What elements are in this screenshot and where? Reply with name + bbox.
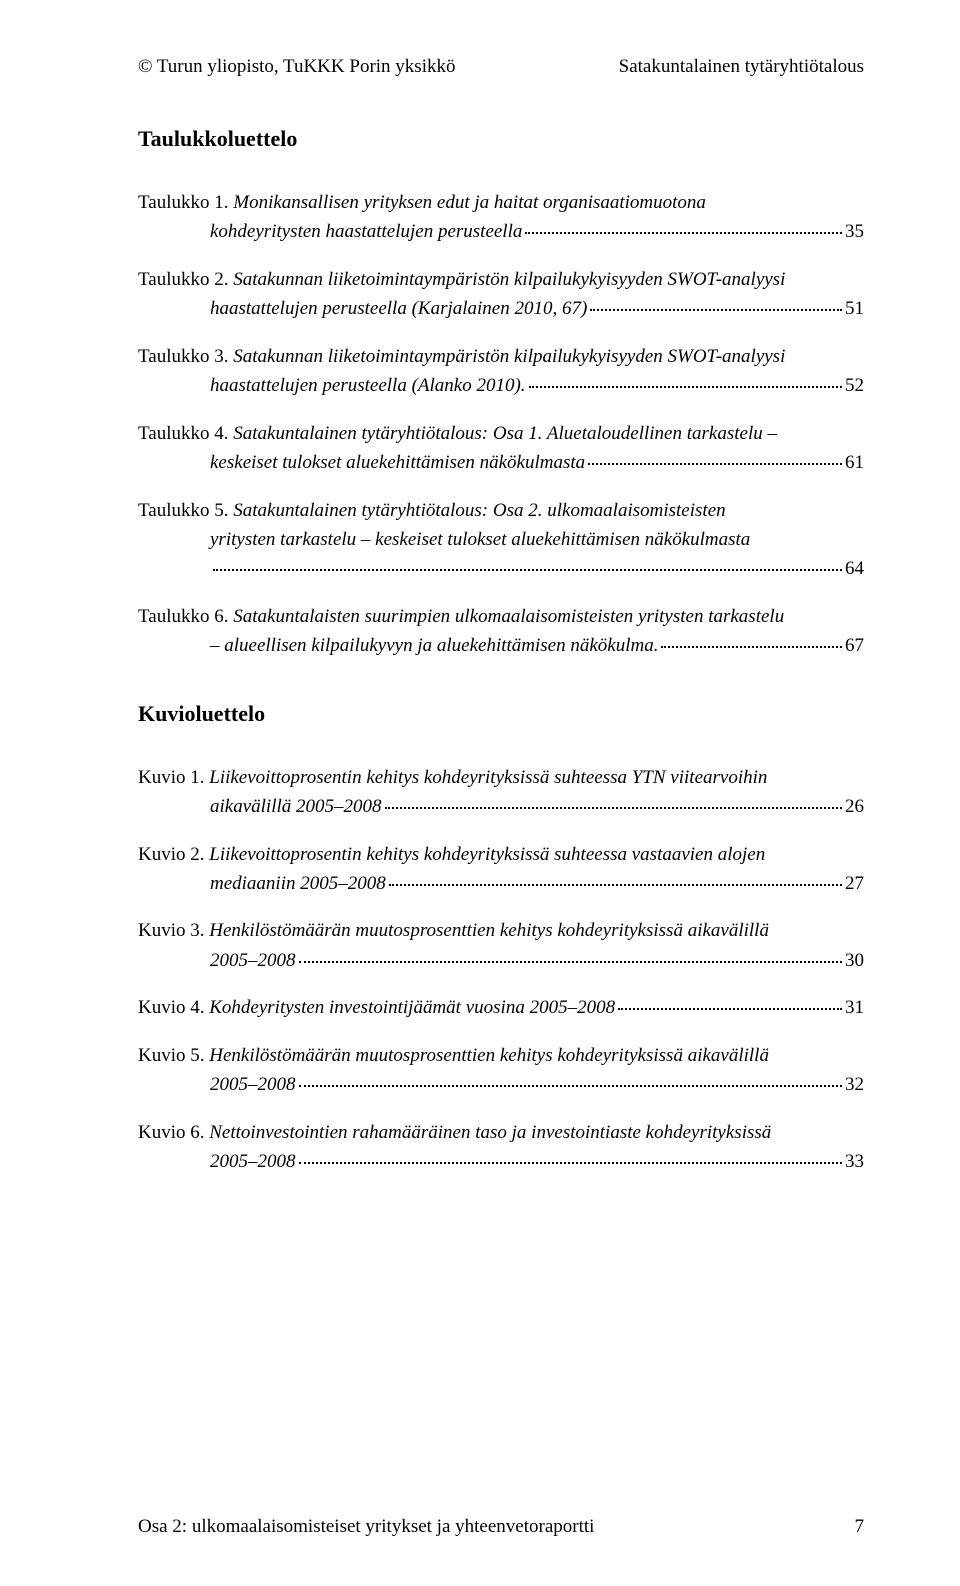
toc-leader-dots <box>588 463 842 465</box>
toc-desc-cont: aikavälillä 2005–2008 <box>210 792 382 821</box>
toc-label: Taulukko 3. <box>138 346 229 367</box>
toc-page-number: 32 <box>845 1070 864 1099</box>
toc-entry-figure-4: Kuvio 4. Kohdeyritysten investointijäämä… <box>138 993 864 1022</box>
toc-desc: Nettoinvestointien rahamääräinen taso ja… <box>209 1122 771 1143</box>
footer-left: Osa 2: ulkomaalaisomisteiset yritykset j… <box>138 1516 594 1538</box>
toc-label: Taulukko 5. <box>138 500 229 521</box>
toc-label: Taulukko 4. <box>138 423 229 444</box>
toc-entry-table-6: Taulukko 6. Satakuntalaisten suurimpien … <box>138 602 864 661</box>
toc-label: Taulukko 1. <box>138 192 229 213</box>
toc-page-number: 61 <box>845 448 864 477</box>
toc-page-number: 52 <box>845 371 864 400</box>
toc-entry-figure-2: Kuvio 2. Liikevoittoprosentin kehitys ko… <box>138 840 864 899</box>
toc-label: Taulukko 6. <box>138 606 229 627</box>
toc-leader-dots <box>299 1162 843 1164</box>
toc-leader-dots <box>618 1008 842 1010</box>
toc-desc: Monikansallisen yrityksen edut ja haitat… <box>233 192 706 213</box>
toc-desc-cont: 2005–2008 <box>210 1070 296 1099</box>
toc-desc: Henkilöstömäärän muutosprosenttien kehit… <box>209 1045 769 1066</box>
tables-section-title: Taulukkoluettelo <box>138 126 864 152</box>
toc-leader-dots <box>389 884 842 886</box>
toc-page-number: 35 <box>845 217 864 246</box>
toc-page-number: 33 <box>845 1147 864 1176</box>
toc-leader-dots <box>661 646 842 648</box>
toc-leader-dots <box>213 569 842 571</box>
toc-entry-figure-5: Kuvio 5. Henkilöstömäärän muutosprosentt… <box>138 1041 864 1100</box>
toc-desc: Satakunnan liiketoimintaympäristön kilpa… <box>233 346 785 367</box>
toc-desc-cont: 2005–2008 <box>210 1147 296 1176</box>
toc-label: Kuvio 2. <box>138 844 205 865</box>
toc-entry-figure-1: Kuvio 1. Liikevoittoprosentin kehitys ko… <box>138 763 864 822</box>
toc-label: Kuvio 5. <box>138 1045 205 1066</box>
toc-label: Kuvio 4. <box>138 997 205 1018</box>
toc-entry-table-4: Taulukko 4. Satakuntalainen tytäryhtiöta… <box>138 419 864 478</box>
toc-desc: Kohdeyritysten investointijäämät vuosina… <box>209 997 615 1018</box>
toc-entry-table-2: Taulukko 2. Satakunnan liiketoimintaympä… <box>138 265 864 324</box>
document-page: © Turun yliopisto, TuKKK Porin yksikkö S… <box>0 0 960 1586</box>
toc-leader-dots <box>385 807 842 809</box>
toc-label: Kuvio 3. <box>138 920 205 941</box>
toc-desc: Liikevoittoprosentin kehitys kohdeyrityk… <box>209 767 767 788</box>
toc-desc-cont: kohdeyritysten haastattelujen perusteell… <box>210 217 522 246</box>
toc-page-number: 64 <box>845 554 864 583</box>
toc-desc: Satakunnan liiketoimintaympäristön kilpa… <box>233 269 785 290</box>
toc-desc: Satakuntalainen tytäryhtiötalous: Osa 1.… <box>233 423 777 444</box>
toc-desc-cont: 2005–2008 <box>210 946 296 975</box>
toc-label: Kuvio 1. <box>138 767 205 788</box>
toc-desc-cont: haastattelujen perusteella (Karjalainen … <box>210 294 587 323</box>
toc-page-number: 26 <box>845 792 864 821</box>
toc-desc-cont: keskeiset tulokset aluekehittämisen näkö… <box>210 448 585 477</box>
page-footer: Osa 2: ulkomaalaisomisteiset yritykset j… <box>138 1516 864 1538</box>
toc-desc-cont: haastattelujen perusteella (Alanko 2010)… <box>210 371 526 400</box>
toc-page-number: 51 <box>845 294 864 323</box>
footer-page-number: 7 <box>855 1516 865 1538</box>
toc-desc-cont: mediaaniin 2005–2008 <box>210 869 386 898</box>
toc-label: Kuvio 6. <box>138 1122 205 1143</box>
toc-leader-dots <box>299 961 843 963</box>
toc-page-number: 30 <box>845 946 864 975</box>
toc-entry-figure-3: Kuvio 3. Henkilöstömäärän muutosprosentt… <box>138 916 864 975</box>
toc-entry-figure-6: Kuvio 6. Nettoinvestointien rahamääräine… <box>138 1118 864 1177</box>
toc-entry-table-1: Taulukko 1. Monikansallisen yrityksen ed… <box>138 188 864 247</box>
page-header: © Turun yliopisto, TuKKK Porin yksikkö S… <box>138 56 864 78</box>
toc-desc: Henkilöstömäärän muutosprosenttien kehit… <box>209 920 769 941</box>
toc-desc: Liikevoittoprosentin kehitys kohdeyrityk… <box>209 844 765 865</box>
toc-page-number: 27 <box>845 869 864 898</box>
toc-label: Taulukko 2. <box>138 269 229 290</box>
header-left: © Turun yliopisto, TuKKK Porin yksikkö <box>138 56 455 78</box>
figures-section-title: Kuvioluettelo <box>138 701 864 727</box>
toc-desc-cont: – alueellisen kilpailukyvyn ja aluekehit… <box>210 631 658 660</box>
toc-page-number: 67 <box>845 631 864 660</box>
header-right: Satakuntalainen tytäryhtiötalous <box>619 56 864 78</box>
toc-desc: Satakuntalaisten suurimpien ulkomaalaiso… <box>233 606 784 627</box>
toc-entry-table-3: Taulukko 3. Satakunnan liiketoimintaympä… <box>138 342 864 401</box>
toc-page-number: 31 <box>845 993 864 1022</box>
toc-desc-cont: yritysten tarkastelu – keskeiset tulokse… <box>210 525 864 554</box>
toc-leader-dots <box>299 1085 843 1087</box>
toc-desc: Satakuntalainen tytäryhtiötalous: Osa 2.… <box>233 500 725 521</box>
toc-leader-dots <box>590 309 842 311</box>
toc-leader-dots <box>525 232 842 234</box>
toc-leader-dots <box>529 386 842 388</box>
toc-entry-table-5: Taulukko 5. Satakuntalainen tytäryhtiöta… <box>138 496 864 584</box>
